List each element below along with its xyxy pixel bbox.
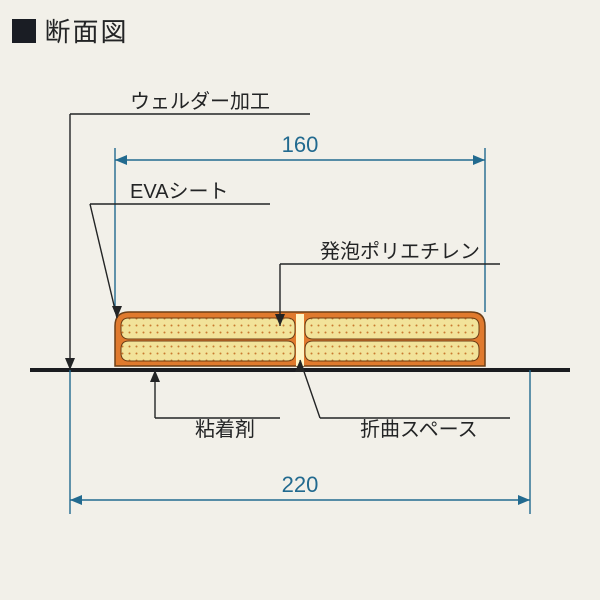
dimension-160: 160	[282, 132, 319, 157]
diagram-svg: 160 220 ウェルダー加工 EVAシート発泡ポリエチレン粘着剤 折曲スペース	[0, 0, 600, 600]
dimension-220: 220	[282, 472, 319, 497]
label-welder: ウェルダー加工	[130, 90, 270, 113]
label-adhesive: 粘着剤	[195, 418, 255, 441]
label-poly: 発泡ポリエチレン	[320, 240, 480, 263]
label-fold: 折曲スペース	[360, 418, 478, 441]
label-eva: EVAシート	[130, 181, 229, 203]
